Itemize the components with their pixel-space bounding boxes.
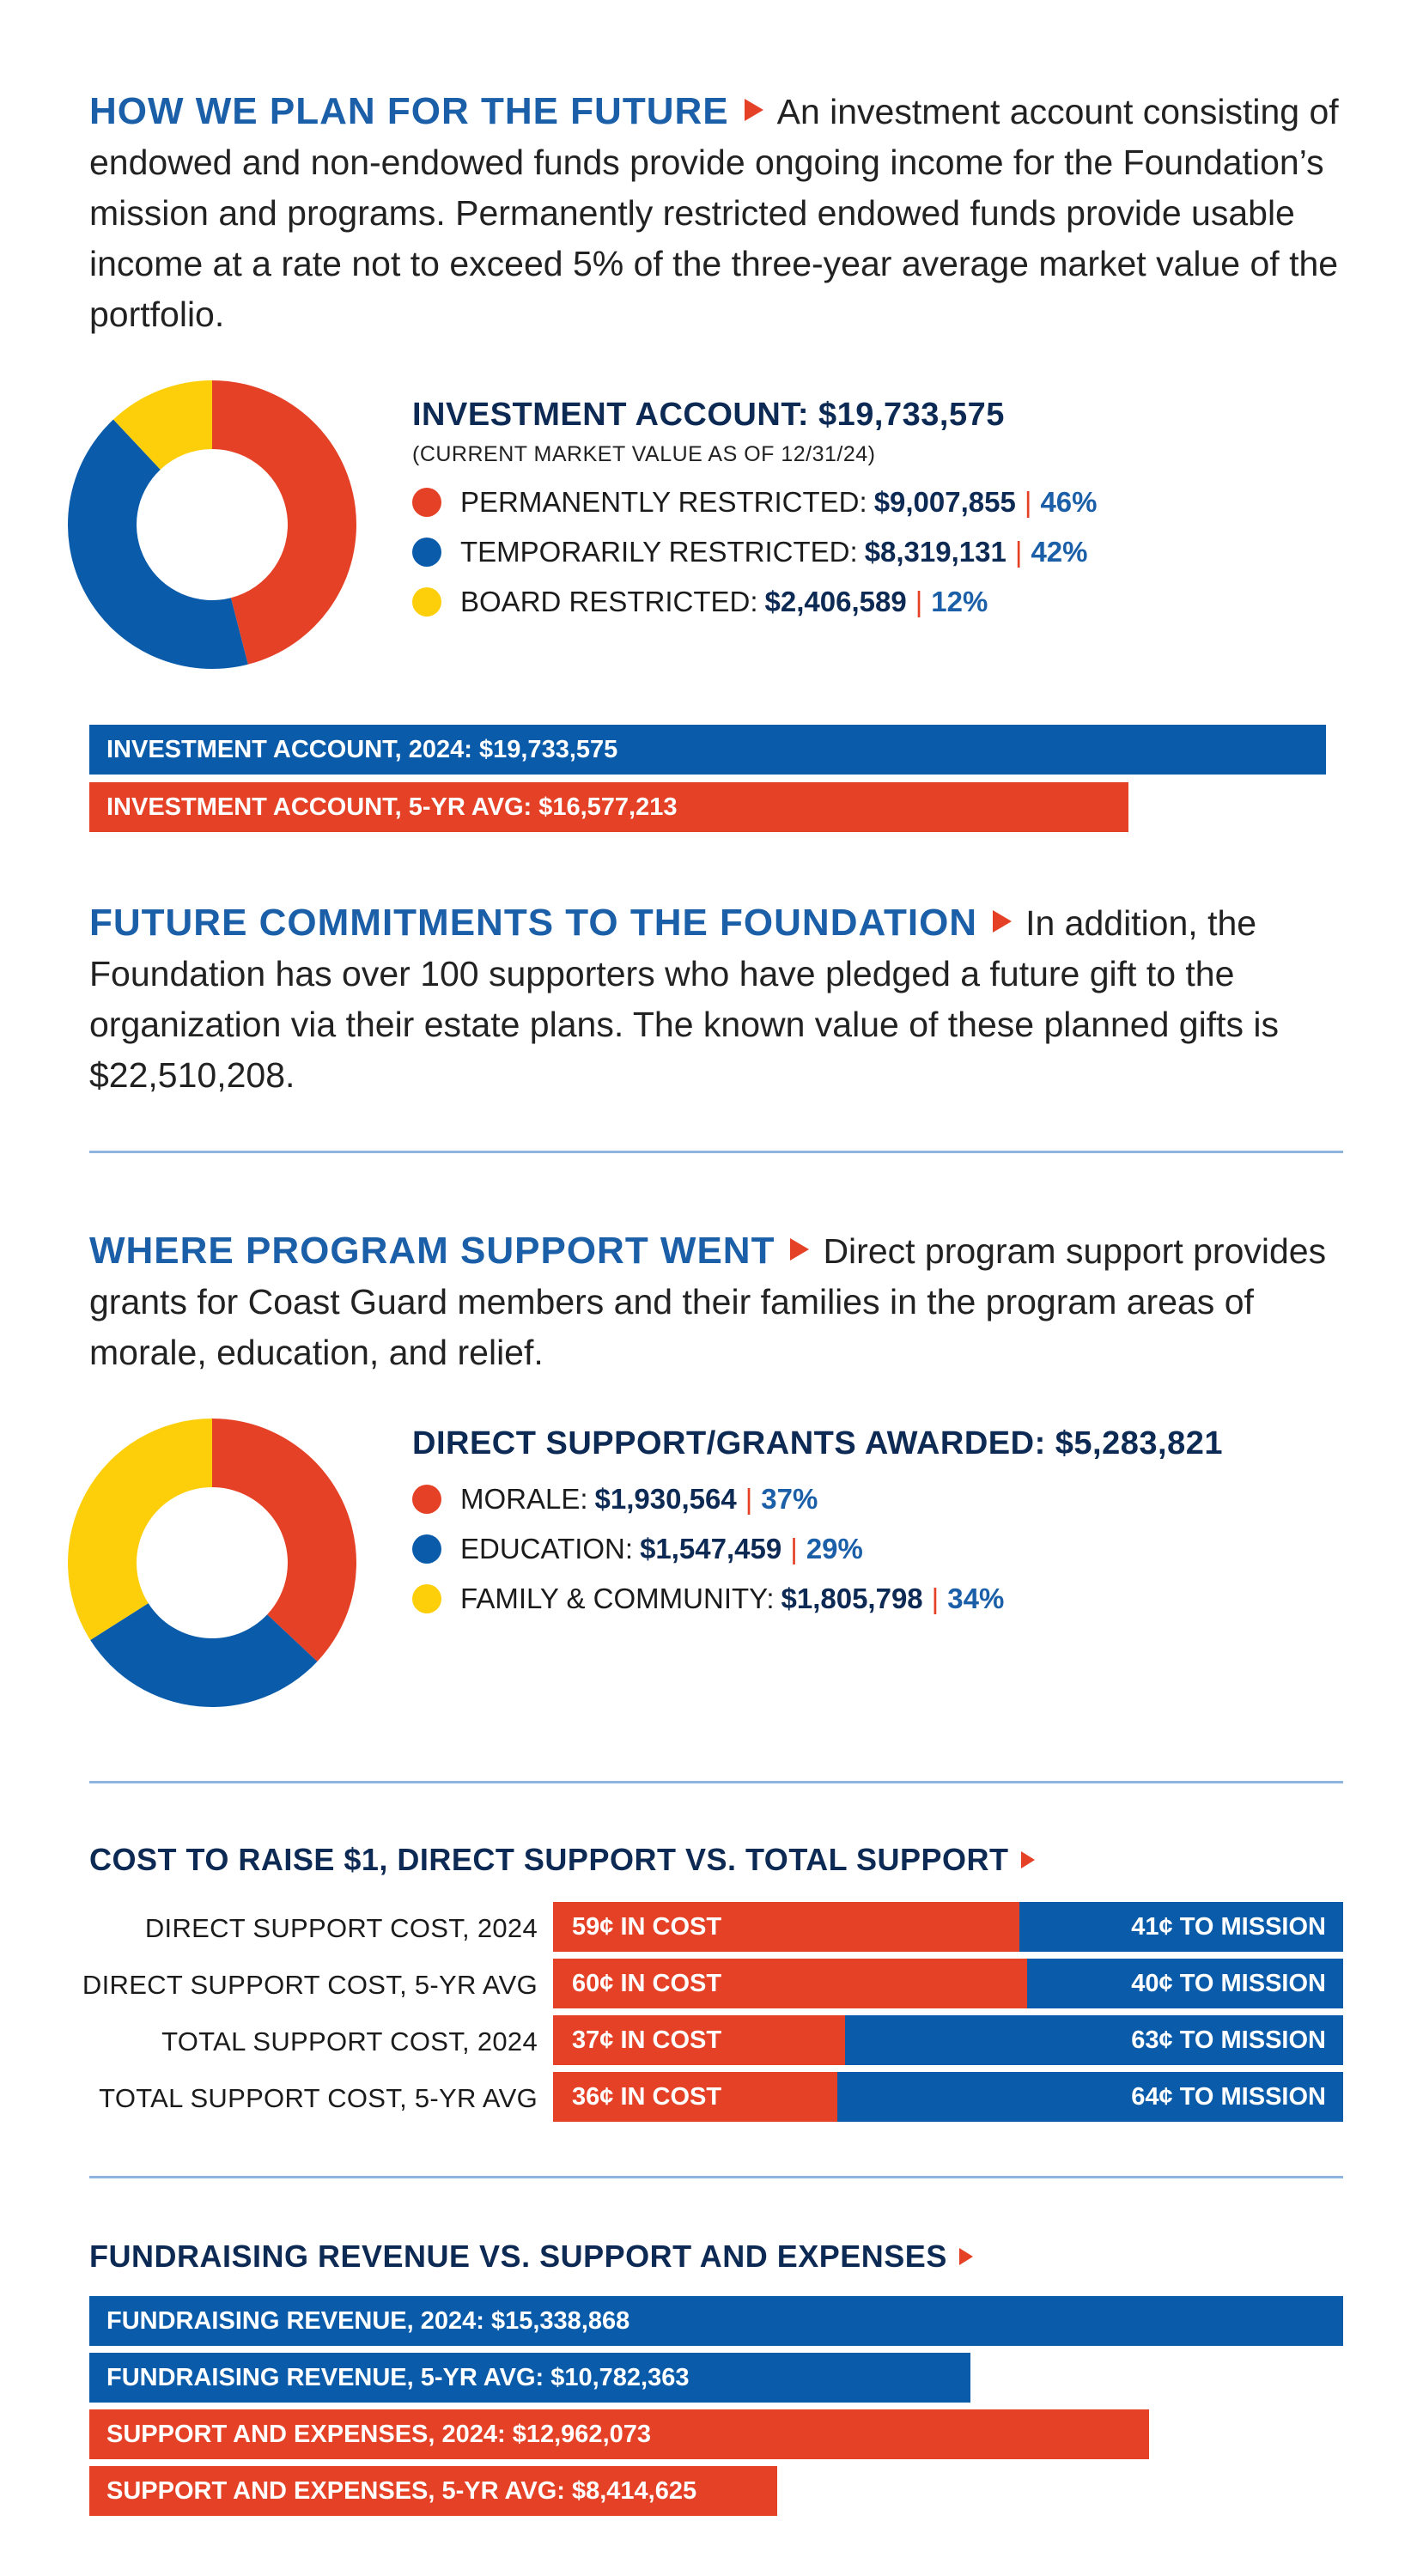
mission-segment: 63¢ TO MISSION bbox=[845, 2015, 1343, 2065]
fundraising-chart-title: FUNDRAISING REVENUE VS. SUPPORT AND EXPE… bbox=[89, 2239, 973, 2275]
legend-title: INVESTMENT ACCOUNT: $19,733,575 bbox=[412, 397, 1005, 433]
donut-slice bbox=[67, 419, 248, 669]
investment-bar: INVESTMENT ACCOUNT, 5-YR AVG: $16,577,21… bbox=[89, 782, 1128, 832]
legend-item: MORALE: $1,930,564 | 37% bbox=[412, 1474, 1223, 1524]
section-body: An investment account consisting of endo… bbox=[89, 92, 1339, 334]
section-heading: WHERE PROGRAM SUPPORT WENT bbox=[89, 1230, 775, 1272]
divider bbox=[89, 1781, 1343, 1783]
cost-row-label: DIRECT SUPPORT COST, 2024 bbox=[144, 1913, 538, 1943]
cost-row-label: TOTAL SUPPORT COST, 5-YR AVG bbox=[99, 2083, 538, 2113]
investment-donut-chart bbox=[67, 380, 357, 669]
cost-row: 37¢ IN COST 63¢ TO MISSION bbox=[553, 2015, 1343, 2065]
triangle-arrow-icon bbox=[744, 99, 763, 121]
section-plan-future: HOW WE PLAN FOR THE FUTURE An investment … bbox=[89, 86, 1343, 340]
investment-legend: INVESTMENT ACCOUNT: $19,733,575 (CURRENT… bbox=[412, 397, 1098, 627]
red-dot-icon bbox=[412, 1485, 441, 1514]
legend-amount: $9,007,855 bbox=[873, 486, 1016, 518]
donut-slice bbox=[113, 380, 212, 470]
legend-item: FAMILY & COMMUNITY: $1,805,798 | 34% bbox=[412, 1574, 1223, 1624]
section-body: Direct program support provides grants f… bbox=[89, 1231, 1327, 1372]
donut-slice bbox=[68, 1419, 212, 1641]
legend-percent: 12% bbox=[931, 586, 988, 617]
legend-amount: $1,930,564 bbox=[594, 1483, 737, 1515]
cost-row-label: TOTAL SUPPORT COST, 2024 bbox=[161, 2026, 538, 2057]
legend-item: BOARD RESTRICTED: $2,406,589 | 12% bbox=[412, 577, 1098, 627]
cost-row: 59¢ IN COST 41¢ TO MISSION bbox=[553, 1902, 1343, 1952]
legend-percent: 46% bbox=[1040, 486, 1098, 518]
grants-legend: DIRECT SUPPORT/GRANTS AWARDED: $5,283,82… bbox=[412, 1425, 1223, 1624]
cost-row-label: DIRECT SUPPORT COST, 5-YR AVG bbox=[82, 1970, 538, 2000]
divider bbox=[89, 2176, 1343, 2178]
legend-subtitle: (CURRENT MARKET VALUE AS OF 12/31/24) bbox=[412, 442, 876, 466]
cost-row: 36¢ IN COST 64¢ TO MISSION bbox=[553, 2072, 1343, 2122]
triangle-arrow-icon bbox=[993, 910, 1013, 933]
legend-label: PERMANENTLY RESTRICTED: bbox=[460, 486, 867, 518]
mission-segment: 41¢ TO MISSION bbox=[1019, 1902, 1343, 1952]
legend-percent: 42% bbox=[1031, 536, 1088, 568]
divider bbox=[89, 1151, 1343, 1153]
legend-label: TEMPORARILY RESTRICTED: bbox=[460, 536, 858, 568]
yellow-dot-icon bbox=[412, 587, 441, 617]
legend-label: FAMILY & COMMUNITY: bbox=[460, 1583, 775, 1614]
section-heading: FUTURE COMMITMENTS TO THE FOUNDATION bbox=[89, 902, 978, 944]
mission-segment: 40¢ TO MISSION bbox=[1027, 1959, 1343, 2008]
donut-slice bbox=[212, 380, 357, 665]
section-future-commitments: FUTURE COMMITMENTS TO THE FOUNDATION In a… bbox=[89, 897, 1343, 1101]
red-dot-icon bbox=[412, 488, 441, 517]
legend-label: BOARD RESTRICTED: bbox=[460, 586, 758, 617]
legend-amount: $8,319,131 bbox=[864, 536, 1006, 568]
legend-amount: $1,805,798 bbox=[781, 1583, 923, 1614]
triangle-arrow-icon bbox=[790, 1238, 810, 1261]
donut-slice bbox=[212, 1419, 357, 1662]
legend-title: DIRECT SUPPORT/GRANTS AWARDED: $5,283,82… bbox=[412, 1425, 1223, 1461]
mission-segment: 64¢ TO MISSION bbox=[837, 2072, 1343, 2122]
cost-row: 60¢ IN COST 40¢ TO MISSION bbox=[553, 1959, 1343, 2008]
grants-donut-chart bbox=[68, 1419, 357, 1707]
triangle-arrow-icon bbox=[1020, 1851, 1035, 1868]
legend-percent: 37% bbox=[761, 1483, 818, 1515]
section-heading: HOW WE PLAN FOR THE FUTURE bbox=[89, 90, 729, 132]
legend-label: EDUCATION: bbox=[460, 1533, 634, 1564]
expenses-bar: SUPPORT AND EXPENSES, 5-YR AVG: $8,414,6… bbox=[89, 2466, 777, 2516]
legend-label: MORALE: bbox=[460, 1483, 588, 1515]
cost-segment: 59¢ IN COST bbox=[553, 1902, 1019, 1952]
fundraising-bar: FUNDRAISING REVENUE, 2024: $15,338,868 bbox=[89, 2296, 1343, 2346]
fundraising-bar: FUNDRAISING REVENUE, 5-YR AVG: $10,782,3… bbox=[89, 2353, 970, 2403]
blue-dot-icon bbox=[412, 538, 441, 567]
cost-segment: 36¢ IN COST bbox=[553, 2072, 838, 2122]
section-body: In addition, the Foundation has over 100… bbox=[89, 903, 1279, 1095]
donut-slice bbox=[90, 1603, 318, 1707]
cost-segment: 60¢ IN COST bbox=[553, 1959, 1027, 2008]
cost-segment: 37¢ IN COST bbox=[553, 2015, 846, 2065]
triangle-arrow-icon bbox=[958, 2248, 973, 2265]
legend-item: TEMPORARILY RESTRICTED: $8,319,131 | 42% bbox=[412, 527, 1098, 577]
section-program-support: WHERE PROGRAM SUPPORT WENT Direct program… bbox=[89, 1225, 1343, 1378]
legend-amount: $1,547,459 bbox=[640, 1533, 782, 1564]
legend-percent: 34% bbox=[947, 1583, 1005, 1614]
investment-bar: INVESTMENT ACCOUNT, 2024: $19,733,575 bbox=[89, 725, 1326, 775]
blue-dot-icon bbox=[412, 1534, 441, 1564]
cost-chart-title: COST TO RAISE $1, DIRECT SUPPORT VS. TOT… bbox=[89, 1842, 1035, 1878]
legend-amount: $2,406,589 bbox=[764, 586, 907, 617]
legend-item: PERMANENTLY RESTRICTED: $9,007,855 | 46% bbox=[412, 477, 1098, 527]
legend-percent: 29% bbox=[806, 1533, 863, 1564]
yellow-dot-icon bbox=[412, 1584, 441, 1613]
legend-item: EDUCATION: $1,547,459 | 29% bbox=[412, 1524, 1223, 1574]
expenses-bar: SUPPORT AND EXPENSES, 2024: $12,962,073 bbox=[89, 2409, 1149, 2459]
